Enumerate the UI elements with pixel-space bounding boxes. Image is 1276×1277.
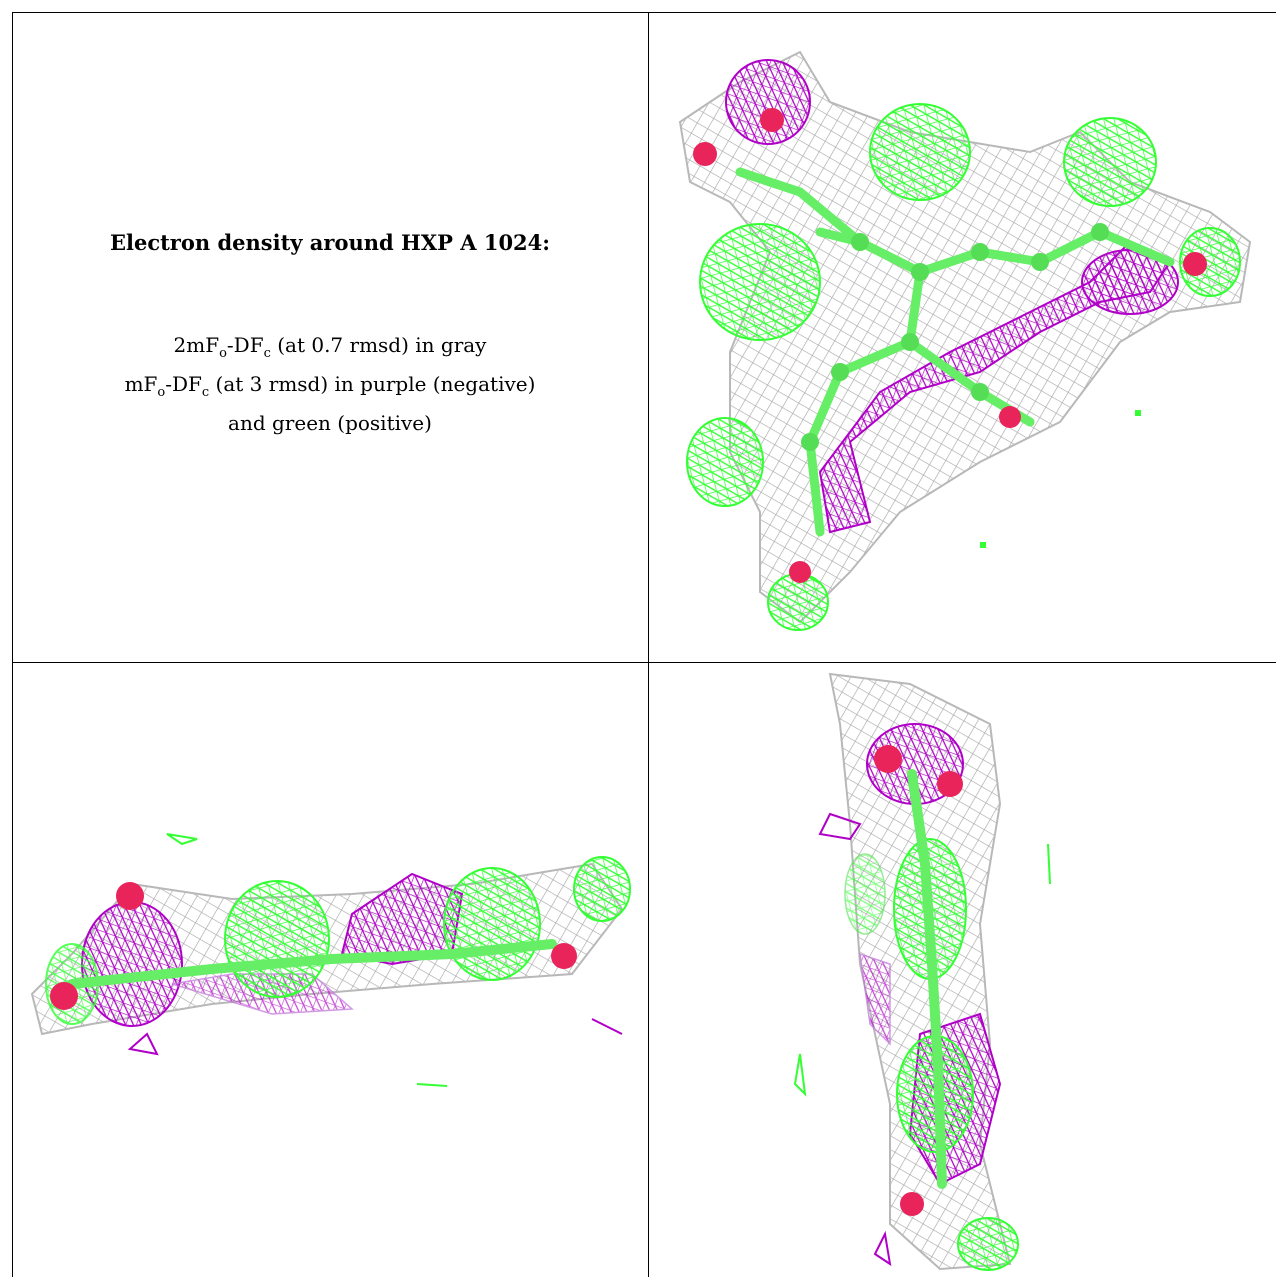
density-speck [416,1083,448,1087]
density-speck [591,1018,623,1035]
density-positive [957,1217,1019,1271]
caption-cell: Electron density around HXP A 1024: 2mFo… [12,12,648,662]
density-speck [980,542,986,548]
density-speck [818,812,862,841]
legend-line-fofc: mFo-DFc (at 3 rmsd) in purple (negative) [124,372,536,400]
mesh-render-front [678,50,1252,631]
density-positive [224,880,330,998]
density-positive [844,853,886,935]
legend-line-positive: and green (positive) [228,411,432,435]
grid-divider-horizontal [12,662,1276,663]
density-speck [166,833,198,846]
ligand-model [907,769,947,1189]
density-speck [1047,843,1051,885]
mesh-render-edge-horizontal [30,833,631,1087]
caption-legend: 2mFo-DFc (at 0.7 rmsd) in gray mFo-DFc (… [12,330,648,439]
density-positive [443,867,541,981]
mesh-render-edge-vertical [793,672,1051,1271]
density-speck [127,1032,159,1056]
view-edge-horizontal [12,664,648,1277]
grid-divider-vertical [648,12,649,1277]
ligand-atoms [801,223,1109,451]
density-positive [1179,227,1241,297]
grid-border-left [12,12,13,1277]
density-speck [793,1053,807,1097]
density-negative [725,59,811,145]
density-negative [859,952,891,1046]
ligand-model [67,939,557,989]
caption-title: Electron density around HXP A 1024: [109,230,551,255]
legend-line-2fofc: 2mFo-DFc (at 0.7 rmsd) in gray [173,333,487,361]
density-positive [573,856,631,922]
density-speck [1135,410,1141,416]
view-front [650,12,1276,662]
density-positive [869,103,971,201]
density-positive [686,417,764,507]
view-edge-vertical [650,664,1276,1277]
density-negative [81,901,183,1027]
density-negative [1081,249,1179,315]
oxygen-atoms [50,882,577,1010]
density-positive [1063,117,1157,207]
oxygen-atoms [874,745,963,1216]
grid-border-top [12,12,1276,13]
oxygen-atoms [693,108,1207,583]
density-positive [699,223,821,341]
density-speck [873,1230,892,1267]
